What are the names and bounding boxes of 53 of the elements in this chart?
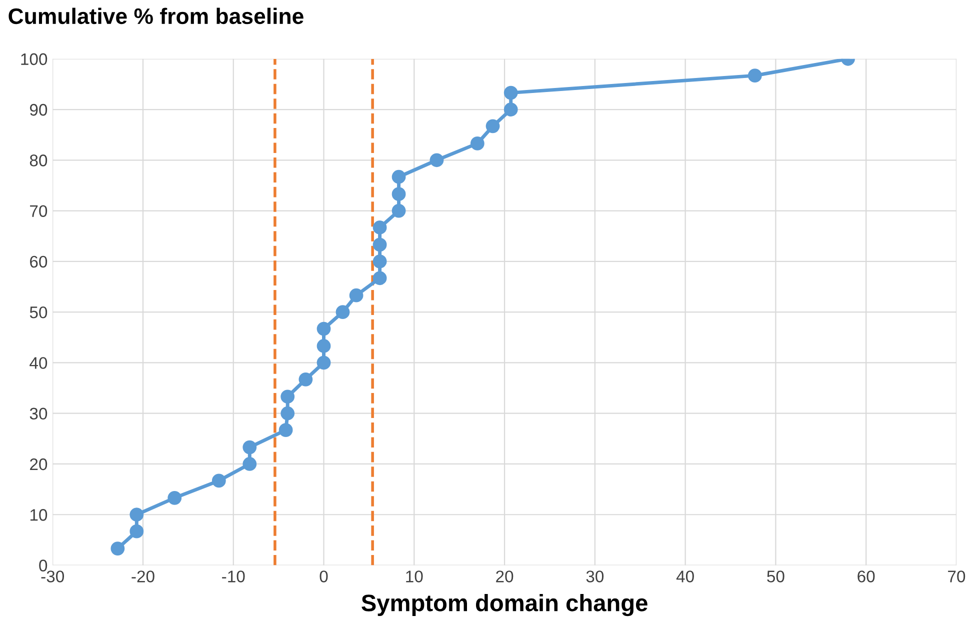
point [430,153,444,168]
point [372,254,387,268]
point [349,288,364,302]
x-tick-label: 0 [320,570,328,582]
point [392,170,406,184]
x-tick-label: 60 [858,570,875,582]
x-tick-label: 20 [496,570,514,582]
point [336,305,350,320]
point [504,102,518,116]
point [470,136,484,150]
point [392,204,406,218]
point [372,238,387,252]
point [110,542,125,556]
point [316,356,331,370]
point [392,187,406,202]
point [280,406,295,420]
y-tick-label: 60 [30,256,48,268]
y-tick-label: 100 [21,53,48,66]
y-tick-label: 30 [30,408,48,420]
y-tick-label: 0 [39,560,48,572]
y-tick-label: 10 [30,509,48,521]
y-tick-label: 40 [30,357,48,369]
point [316,322,331,336]
point [372,220,387,234]
x-tick-label: -20 [132,570,154,582]
x-axis-title: Symptom domain change [362,594,648,616]
point [168,490,182,505]
x-tick-label: 70 [948,570,966,582]
point [130,508,144,522]
x-tick-label: -10 [222,570,245,582]
point [748,68,762,83]
y-tick-label: 70 [30,205,48,217]
chart-title: Cumulative % from baseline [8,8,304,24]
point [280,390,295,404]
y-tick-label: 20 [30,458,48,470]
point [486,119,500,134]
point [504,86,518,100]
point [242,440,257,454]
x-tick-label: -30 [41,570,64,582]
x-tick-label: 30 [586,570,604,582]
y-tick-label: 80 [30,154,48,166]
point [298,372,313,386]
point [212,474,226,488]
x-tick-label: 40 [676,570,694,582]
x-tick-label: 10 [406,570,423,582]
x-tick-label: 50 [767,570,784,582]
point [242,457,257,471]
y-tick-label: 90 [30,104,48,116]
point [316,339,331,353]
point [130,524,144,538]
point [278,423,293,438]
y-tick-label: 50 [30,306,48,318]
point [372,271,387,286]
